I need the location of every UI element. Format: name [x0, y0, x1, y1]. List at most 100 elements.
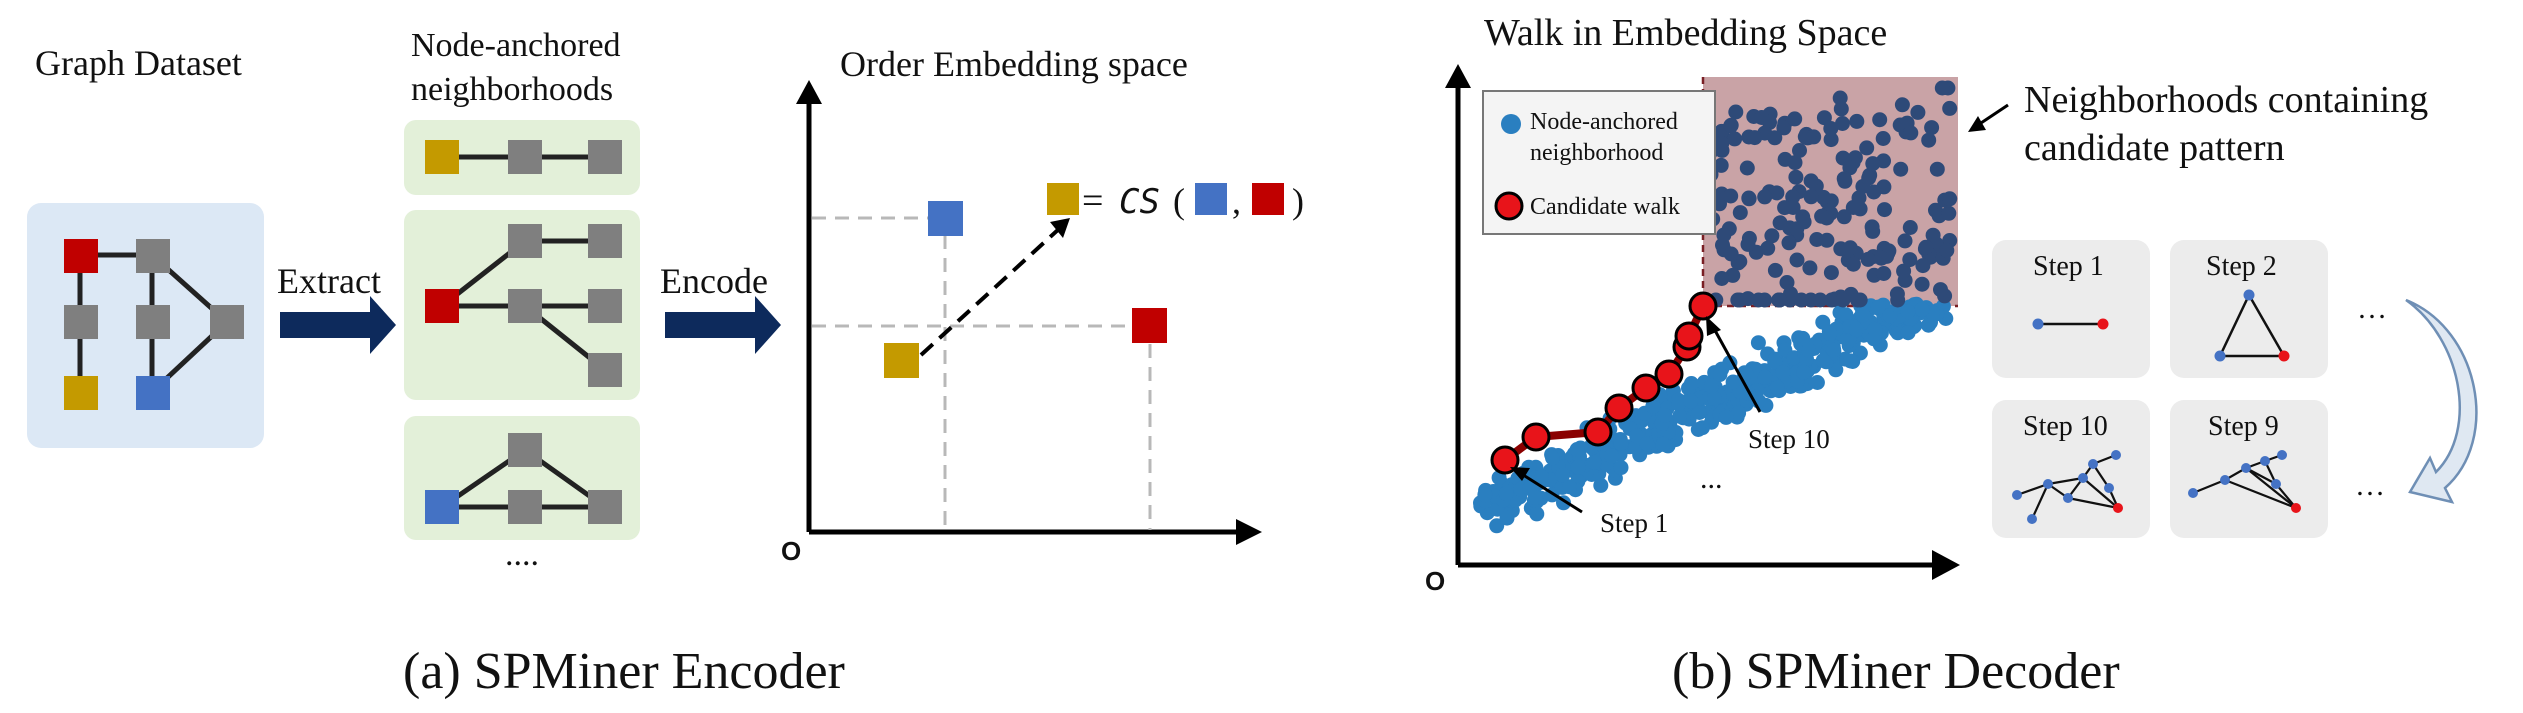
- scatter-point: [1655, 436, 1671, 452]
- scatter-point-dark: [1823, 132, 1839, 148]
- decoder-caption: (b) SPMiner Decoder: [1672, 643, 2120, 700]
- scatter-point-dark: [1903, 125, 1919, 141]
- embedding-axes: [806, 98, 1240, 535]
- scatter-point-dark: [1788, 169, 1804, 185]
- scatter-point-dark: [1803, 173, 1819, 189]
- scatter-point-dark: [1872, 112, 1888, 128]
- scatter-point: [1867, 321, 1883, 337]
- scatter-point: [1604, 448, 1620, 464]
- scatter-point-dark: [1910, 104, 1926, 120]
- scatter-point: [1843, 353, 1859, 369]
- scatter-point: [1703, 378, 1719, 394]
- gray-node: [508, 289, 542, 323]
- scatter-point-dark: [1767, 262, 1783, 278]
- scatter-point: [1815, 353, 1831, 369]
- cs-comma: ,: [1232, 181, 1241, 221]
- scatter-point-dark: [1789, 252, 1805, 268]
- scatter-point-dark: [1803, 189, 1819, 205]
- gray-node: [588, 353, 622, 387]
- scatter-point: [1840, 333, 1856, 349]
- gray-node: [136, 239, 170, 273]
- blue-node: [1195, 183, 1227, 215]
- scatter-point-dark: [1845, 256, 1861, 272]
- y-axis-arrowhead: [796, 80, 822, 104]
- scatter-point-dark: [1894, 97, 1910, 113]
- scatter-point-dark: [1747, 130, 1763, 146]
- scatter-point-dark: [1918, 239, 1934, 255]
- cs-equals: =: [1082, 180, 1103, 222]
- scatter-point-dark: [1819, 232, 1835, 248]
- scatter-point-dark: [1714, 135, 1730, 151]
- scatter-point: [1671, 396, 1687, 412]
- scatter-point-dark: [1942, 191, 1958, 207]
- region-label-line2: candidate pattern: [2024, 127, 2285, 169]
- scatter-point: [1757, 369, 1773, 385]
- walk-points: [1490, 291, 1718, 475]
- scatter-point-dark: [1865, 223, 1881, 239]
- scatter-point: [1750, 335, 1766, 351]
- scatter-point: [1822, 325, 1838, 341]
- scatter-point-dark: [1802, 260, 1818, 276]
- scatter-point-dark: [1835, 116, 1850, 131]
- scatter-point-dark: [1849, 113, 1865, 129]
- scatter-point-dark: [1787, 111, 1803, 127]
- scatter-light: [1473, 296, 1954, 534]
- scatter-point-dark: [1732, 205, 1748, 221]
- cs-open-paren: (: [1173, 181, 1185, 221]
- scatter-point: [1534, 469, 1549, 485]
- scatter-point-dark: [1877, 202, 1892, 218]
- scatter-point-dark: [1723, 117, 1739, 133]
- scatter-point-dark: [1777, 151, 1793, 167]
- scatter-point: [1914, 302, 1930, 317]
- legend-walk-marker: [1494, 191, 1524, 221]
- scatter-point-dark: [1897, 233, 1913, 249]
- scatter-point-dark: [1727, 131, 1743, 147]
- scatter-point: [1848, 322, 1864, 338]
- red-node: [1252, 183, 1284, 215]
- scatter-point: [1691, 405, 1707, 420]
- panel-ellipsis-top: …: [2357, 292, 2387, 325]
- blue-node: [136, 376, 170, 410]
- scatter-point: [1529, 506, 1545, 522]
- scatter-point: [1477, 487, 1493, 503]
- gold-node: [1047, 183, 1079, 215]
- scatter-point-dark: [1793, 292, 1809, 308]
- scatter-point: [1555, 467, 1571, 483]
- scatter-point-dark: [1889, 286, 1905, 302]
- scatter-point: [1522, 481, 1538, 496]
- scatter-point-dark: [1814, 208, 1830, 224]
- scatter-point-dark: [1789, 221, 1805, 237]
- scatter-point-dark: [1865, 156, 1881, 172]
- step1-label: Step 1: [1600, 508, 1668, 538]
- neighborhoods-label-line2: neighborhoods: [411, 71, 613, 108]
- scatter-point-dark: [1740, 291, 1756, 307]
- scatter-point-dark: [1714, 271, 1730, 286]
- walk-point: [1688, 291, 1718, 321]
- scatter-point-dark: [1860, 251, 1876, 267]
- scatter-point-dark: [1833, 101, 1849, 117]
- scatter-point-dark: [1842, 240, 1858, 256]
- gray-node: [588, 140, 622, 174]
- decoder-panel: Walk in Embedding Space O Step 1 Step 10…: [1425, 12, 2478, 700]
- walk-point: [1521, 422, 1551, 452]
- walk-point: [1631, 373, 1661, 403]
- gray-node: [508, 224, 542, 258]
- scatter-point-dark: [1835, 292, 1851, 308]
- scatter-point: [1690, 422, 1706, 437]
- gray-node: [508, 140, 542, 174]
- scatter-point: [1900, 304, 1916, 320]
- walk-point: [1674, 321, 1704, 351]
- scatter-point-dark: [1757, 189, 1773, 205]
- scatter-point-dark: [1929, 161, 1945, 177]
- scatter-point: [1731, 405, 1747, 421]
- scatter-point: [1499, 510, 1515, 526]
- legend-walk-label: Candidate walk: [1530, 194, 1680, 220]
- gray-node: [64, 305, 98, 339]
- panel-ellipsis-bottom: …: [2355, 469, 2385, 502]
- scatter-point-dark: [1924, 120, 1940, 136]
- panel-step1-label: Step 1: [2033, 251, 2104, 282]
- scatter-point-dark: [1816, 189, 1831, 205]
- scatter-point-dark: [1941, 205, 1957, 221]
- scatter-point-dark: [1723, 246, 1739, 262]
- scatter-point-dark: [1875, 131, 1891, 146]
